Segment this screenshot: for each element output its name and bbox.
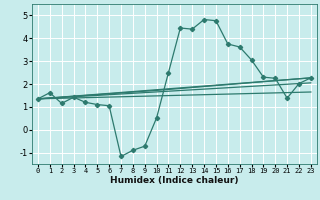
X-axis label: Humidex (Indice chaleur): Humidex (Indice chaleur) [110, 176, 239, 185]
